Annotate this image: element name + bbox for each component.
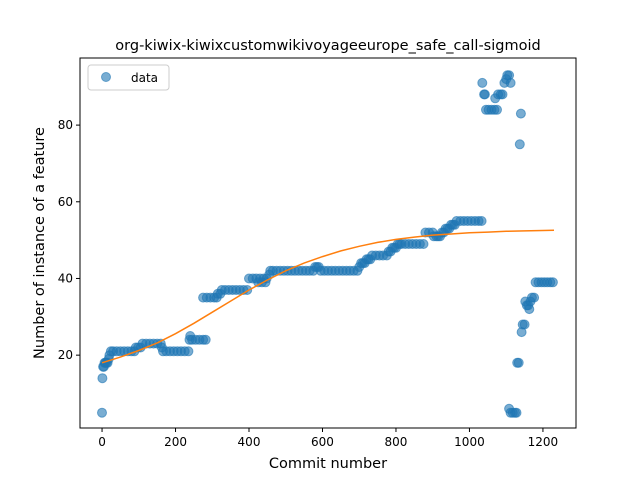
data-point xyxy=(511,407,522,418)
x-tick-label: 800 xyxy=(385,435,408,449)
data-point xyxy=(497,89,508,100)
data-point xyxy=(418,239,429,249)
data-point xyxy=(97,407,107,418)
data-point xyxy=(513,357,524,368)
data-point xyxy=(200,334,211,345)
legend-box xyxy=(87,64,170,91)
y-tick-label: 60 xyxy=(58,195,73,209)
data-point xyxy=(519,319,530,330)
y-tick-label: 40 xyxy=(58,271,73,285)
data-point xyxy=(476,216,487,226)
plot-area xyxy=(80,58,576,428)
chart-title: org-kiwix-kiwixcustomwikivoyageeurope_sa… xyxy=(115,38,540,54)
legend: data xyxy=(87,64,170,91)
plot-frame xyxy=(79,57,577,429)
legend-marker-data xyxy=(101,72,111,82)
x-axis-label: Commit number xyxy=(269,456,387,472)
y-axis-label: Number of instance of a feature xyxy=(32,127,48,359)
data-point xyxy=(547,277,558,288)
data-point xyxy=(505,77,516,88)
data-point xyxy=(529,292,540,303)
y-tick-label: 20 xyxy=(58,348,73,362)
x-axis-ticks: 0 200 400 600 800 1000 1200 xyxy=(98,428,558,449)
x-tick-label: 0 xyxy=(98,435,106,449)
fit-line-layer xyxy=(101,229,555,364)
sigmoid-fit-line xyxy=(101,229,555,364)
x-tick-label: 1000 xyxy=(454,435,485,449)
data-point xyxy=(492,104,502,115)
legend-label-data: data xyxy=(131,71,158,85)
x-tick-label: 200 xyxy=(164,435,187,449)
data-points xyxy=(97,70,558,418)
data-point xyxy=(479,89,490,100)
data-point xyxy=(183,346,194,357)
x-tick-label: 1200 xyxy=(528,435,559,449)
y-axis-ticks: 20 40 60 80 xyxy=(58,118,80,362)
y-tick-label: 80 xyxy=(58,118,73,132)
data-point xyxy=(514,139,525,150)
x-tick-label: 400 xyxy=(238,435,261,449)
data-point xyxy=(97,373,108,384)
data-point xyxy=(477,77,488,88)
data-point xyxy=(515,108,526,119)
x-tick-label: 600 xyxy=(311,435,334,449)
